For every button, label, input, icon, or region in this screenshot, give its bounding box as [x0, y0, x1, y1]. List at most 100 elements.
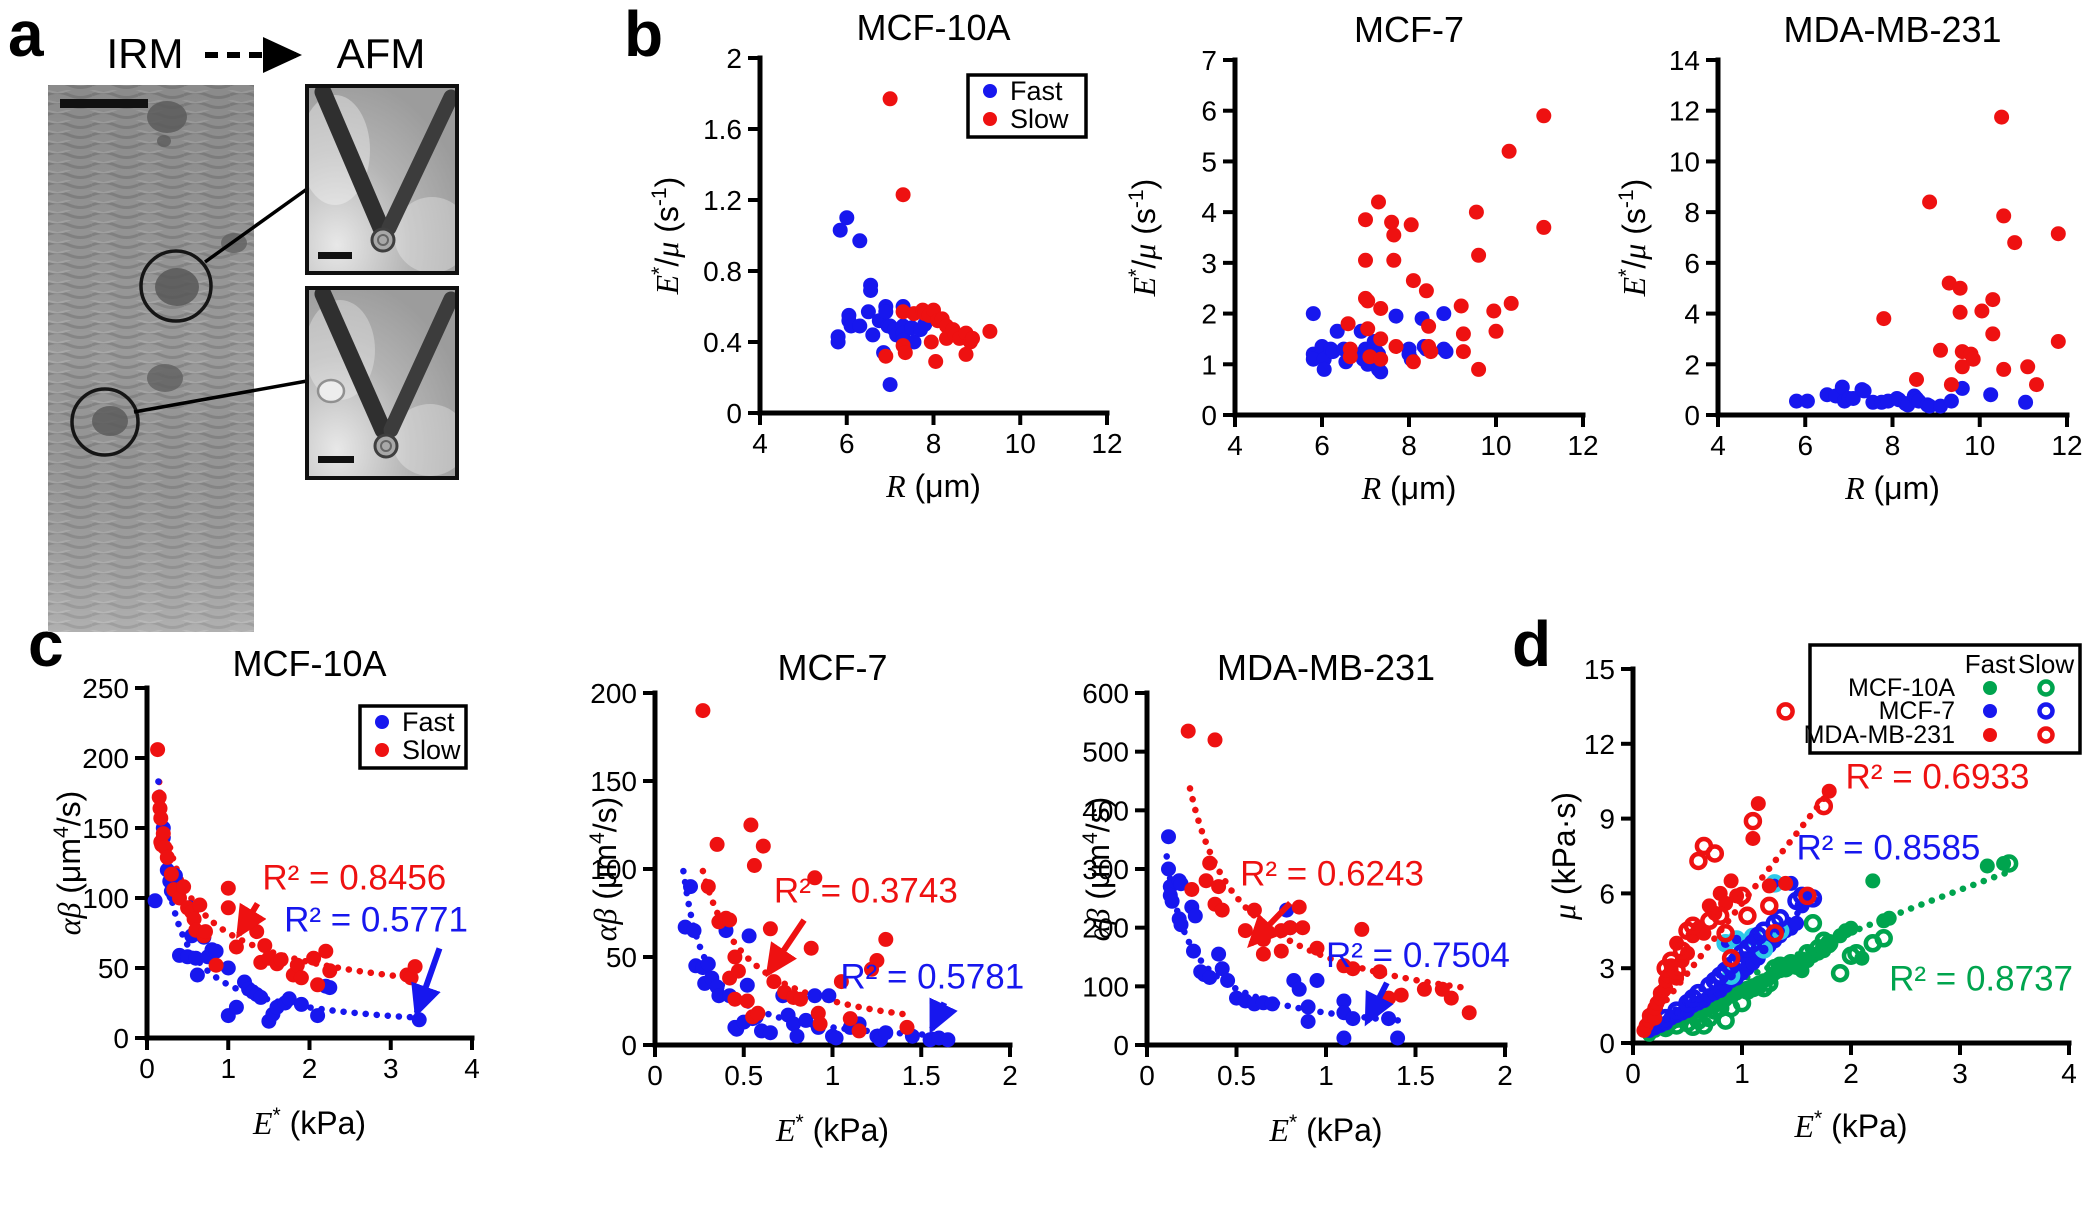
- x-tick-label: 1: [1318, 1060, 1334, 1091]
- data-point: [310, 977, 326, 993]
- data-point: [188, 950, 204, 966]
- y-tick-label: 9: [1599, 804, 1615, 835]
- data-point: [1471, 361, 1487, 377]
- data-point: [1943, 377, 1959, 393]
- chart-title: MDA-MB-231: [1783, 9, 2001, 50]
- data-point: [163, 866, 179, 882]
- data-point: [852, 318, 868, 334]
- y-tick-label: 6: [1684, 248, 1700, 279]
- x-tick-label: 12: [2051, 430, 2082, 461]
- x-tick-label: 0: [139, 1053, 155, 1084]
- y-tick-label: 50: [98, 953, 129, 984]
- x-tick-label: 10: [1005, 428, 1036, 459]
- data-point: [1291, 899, 1307, 915]
- x-tick-label: 0: [1625, 1058, 1641, 1089]
- r-squared-label: R² = 0.7504: [1326, 936, 1510, 975]
- x-tick-label: 4: [752, 428, 768, 459]
- data-point: [1933, 342, 1948, 358]
- data-point: [1291, 981, 1307, 997]
- data-point: [766, 974, 782, 990]
- data-point: [895, 187, 911, 203]
- y-tick-label: 14: [1669, 45, 1700, 76]
- data-point: [1214, 961, 1230, 977]
- r-squared-label: R² = 0.6933: [1846, 758, 2030, 797]
- data-point: [1295, 920, 1311, 936]
- data-point: [1738, 906, 1757, 926]
- afm-inset-bottom: [305, 286, 459, 480]
- data-point: [1316, 361, 1332, 377]
- r-squared-label: R² = 0.5771: [284, 901, 468, 940]
- chart-b-mdamb231: 4 6 8 10 12 0 2 4 6 8 10 12 14 MDA-MB-231 R (μm) E*/μ (…: [1600, 0, 2083, 610]
- data-point: [882, 91, 898, 107]
- data-point: [1309, 940, 1325, 956]
- data-point: [940, 1032, 956, 1048]
- y-tick-label: 8: [1684, 197, 1700, 228]
- chart-c-mcf10a: 0 1 2 3 4 0 50 100 150 200 250 MCF-10A E* (kPa) αβ (μ…: [30, 610, 605, 1218]
- legend-label: Slow: [402, 735, 461, 765]
- legend-label: MDA-MB-231: [1804, 721, 1955, 749]
- data-point: [2007, 235, 2023, 251]
- y-tick-label: 12: [1669, 96, 1700, 127]
- data-point: [1710, 906, 1730, 926]
- data-point: [220, 960, 236, 976]
- y-axis-label: αβ (μm4/s): [586, 797, 623, 942]
- series-slow: [1340, 108, 1552, 377]
- y-tick-label: 300: [1082, 854, 1129, 885]
- y-tick-label: 0.4: [703, 327, 742, 358]
- series-mcf-7-slow: [1656, 886, 1823, 1028]
- data-point: [700, 879, 716, 895]
- r-squared-label: R² = 0.5781: [840, 958, 1024, 997]
- y-tick-label: 0: [726, 398, 742, 429]
- data-point: [852, 233, 868, 249]
- series-slow: [150, 742, 423, 993]
- y-tick-label: 600: [1082, 678, 1129, 709]
- x-tick-label: 4: [1710, 430, 1726, 461]
- chart-svg-c3: 0 0.5 1 1.5 2 0 100 200 300 400 500 600 MDA-MB-231 E*…: [1079, 647, 1513, 1148]
- tick-marks: 0 0.5 1 1.5 2 0 50 100 150 200: [590, 678, 1018, 1091]
- y-tick-label: 6: [1599, 878, 1615, 909]
- annotation-arrow: [411, 947, 443, 1018]
- data-point: [208, 957, 224, 973]
- data-point: [1974, 303, 1990, 319]
- cell-under-tip: [373, 433, 399, 459]
- data-point: [1329, 323, 1345, 339]
- data-point: [1952, 280, 1968, 296]
- data-point: [1384, 214, 1400, 230]
- data-point: [1819, 934, 1839, 953]
- panel-label-a: a: [8, 0, 44, 70]
- legend-marker: [375, 715, 389, 729]
- legend-marker-filled: [1983, 681, 1997, 695]
- data-point: [1843, 920, 1859, 936]
- chart-svg-c2: 0 0.5 1 1.5 2 0 50 100 150 200 MCF-7 E* (kPa) αβ (μm…: [586, 647, 1024, 1148]
- cell-blob: [155, 268, 199, 306]
- data-point: [746, 858, 762, 873]
- data-point: [1300, 999, 1316, 1015]
- cantilever-arm: [314, 288, 392, 439]
- data-point: [1922, 194, 1938, 210]
- cell-blob: [147, 101, 187, 133]
- scale-bar: [60, 99, 148, 108]
- data-point: [176, 879, 192, 895]
- chart-title: MDA-MB-231: [1217, 647, 1435, 688]
- data-point: [860, 304, 876, 320]
- x-tick-label: 3: [383, 1053, 399, 1084]
- data-point: [828, 1030, 844, 1046]
- data-point: [1211, 946, 1227, 962]
- data-point: [1381, 1011, 1397, 1027]
- y-tick-label: 200: [590, 678, 637, 709]
- data-point: [1180, 723, 1196, 739]
- data-point: [750, 1005, 766, 1021]
- data-point: [1309, 973, 1325, 988]
- data-point: [709, 836, 725, 852]
- data-point: [1336, 1030, 1352, 1046]
- data-point: [832, 222, 848, 238]
- y-tick-label: 5: [1201, 146, 1217, 177]
- data-point: [1187, 908, 1203, 924]
- y-tick-label: 1: [1201, 349, 1217, 380]
- data-point: [1386, 252, 1402, 268]
- cantilever-arm: [381, 89, 457, 236]
- x-tick-label: 8: [926, 428, 942, 459]
- y-axis-label: E*/μ (s-1): [1125, 179, 1162, 298]
